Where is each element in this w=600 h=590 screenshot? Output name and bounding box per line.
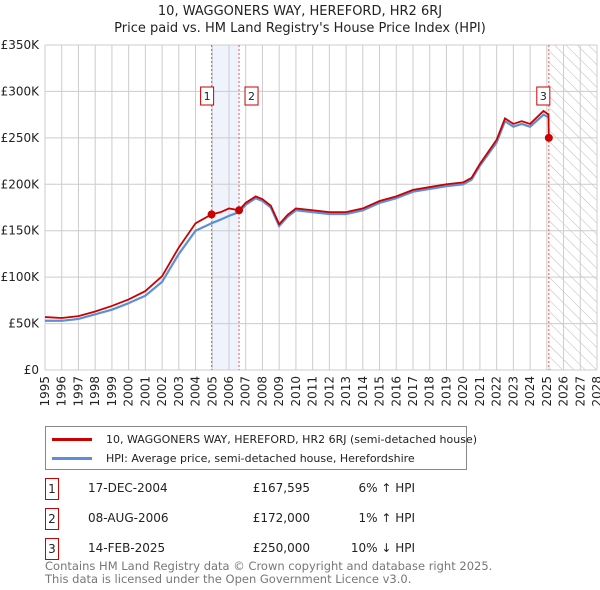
sale-point (207, 210, 216, 219)
x-tick-label: 2003 (172, 376, 186, 407)
blue-line-swatch (52, 456, 92, 460)
sale-date: 14-FEB-2025 (88, 541, 166, 555)
x-tick-label: 2011 (306, 376, 320, 407)
sale-hpi-diff: 10% ↓ HPI (350, 541, 415, 555)
sale-hpi-diff: 1% ↑ HPI (358, 511, 415, 525)
x-tick-label: 2024 (523, 376, 537, 407)
sale-price: £250,000 (252, 541, 310, 555)
chart-subtitle: Price paid vs. HM Land Registry's House … (114, 21, 486, 36)
footer-line: This data is licensed under the Open Gov… (45, 572, 412, 586)
x-tick-label: 2013 (339, 376, 353, 407)
legend-item-hpi: HPI: Average price, semi-detached house,… (46, 450, 415, 466)
footer-line: Contains HM Land Registry data © Crown c… (45, 559, 493, 573)
chart-title: 10, WAGGONERS WAY, HEREFORD, HR2 6RJ (157, 4, 443, 19)
sale-price: £167,595 (252, 481, 310, 495)
sale-badge (244, 86, 259, 106)
x-tick-label: 2002 (155, 376, 169, 407)
x-tick-label: 2023 (506, 376, 520, 407)
x-tick-label: 2014 (356, 376, 370, 407)
y-tick-label: £150K (1, 224, 41, 238)
x-tick-label: 2015 (373, 376, 387, 407)
x-tick-label: 2026 (557, 376, 571, 407)
price-paid-line (44, 109, 550, 319)
sale-point (235, 206, 244, 215)
x-tick-label: 2027 (573, 376, 587, 407)
sale-point (544, 133, 553, 142)
y-tick-label: £100K (1, 270, 41, 284)
sale-period-shade (211, 45, 240, 370)
sale-price: £172,000 (252, 511, 310, 525)
legend-label: HPI: Average price, semi-detached house,… (106, 451, 415, 465)
x-tick-label: 2004 (189, 376, 203, 407)
sale-badge-label: 1 (204, 90, 211, 103)
x-tick-label: 1996 (55, 376, 69, 407)
sale-row: 1 17-DEC-2004 £167,595 6% ↑ HPI (45, 478, 600, 500)
hpi-line (45, 113, 550, 322)
legend-label: 10, WAGGONERS WAY, HEREFORD, HR2 6RJ (se… (106, 432, 478, 446)
sale-number: 1 (45, 478, 59, 500)
x-tick-label: 1999 (105, 376, 119, 407)
x-tick-label: 2019 (439, 376, 453, 407)
x-tick-label: 1997 (71, 376, 85, 407)
forecast-hatch (548, 45, 597, 370)
x-tick-label: 2012 (322, 376, 336, 407)
y-tick-label: £50K (8, 317, 40, 331)
x-tick-label: 2009 (272, 376, 286, 407)
y-tick-label: £250K (1, 131, 41, 145)
x-tick-label: 1998 (88, 376, 102, 407)
sale-row: 3 14-FEB-2025 £250,000 10% ↓ HPI (45, 538, 600, 560)
sale-badge-label: 2 (248, 90, 255, 103)
y-tick-label: £200K (1, 177, 41, 191)
y-tick-label: £300K (1, 84, 41, 98)
x-tick-label: 2005 (205, 376, 219, 407)
footer: Contains HM Land Registry data © Crown c… (45, 560, 492, 586)
x-tick-label: 2007 (239, 376, 253, 407)
x-tick-label: 2022 (490, 376, 504, 407)
x-tick-label: 2025 (540, 376, 554, 407)
x-tick-label: 2010 (289, 376, 303, 407)
sale-number: 3 (45, 538, 59, 560)
sale-hpi-diff: 6% ↑ HPI (358, 481, 415, 495)
x-tick-label: 2016 (389, 376, 403, 407)
sale-badge (200, 86, 215, 106)
sale-badge-label: 3 (540, 90, 547, 103)
x-tick-label: 2006 (222, 376, 236, 407)
price-chart: 1995 1996 1997 1998 1999 2000 2001 2002 2003 2004… (1, 38, 600, 407)
x-tick-label: 2018 (423, 376, 437, 407)
sale-badge (536, 86, 551, 106)
y-tick-label: £0 (24, 363, 39, 377)
x-tick-label: 2020 (456, 376, 470, 407)
legend-item-property: 10, WAGGONERS WAY, HEREFORD, HR2 6RJ (se… (46, 431, 477, 447)
x-tick-label: 2028 (590, 376, 600, 407)
x-tick-label: 1995 (38, 376, 52, 407)
y-tick-label: £350K (1, 38, 41, 52)
x-tick-label: 2008 (255, 376, 269, 407)
x-tick-label: 2001 (138, 376, 152, 407)
x-tick-label: 2000 (122, 376, 136, 407)
sale-date: 17-DEC-2004 (88, 481, 168, 495)
x-tick-label: 2017 (406, 376, 420, 407)
sale-number: 2 (45, 508, 59, 530)
red-line-swatch (52, 437, 92, 441)
sale-row: 2 08-AUG-2006 £172,000 1% ↑ HPI (45, 508, 600, 530)
legend: 10, WAGGONERS WAY, HEREFORD, HR2 6RJ (se… (45, 426, 477, 470)
sale-date: 08-AUG-2006 (88, 511, 169, 525)
x-tick-label: 2021 (473, 376, 487, 407)
